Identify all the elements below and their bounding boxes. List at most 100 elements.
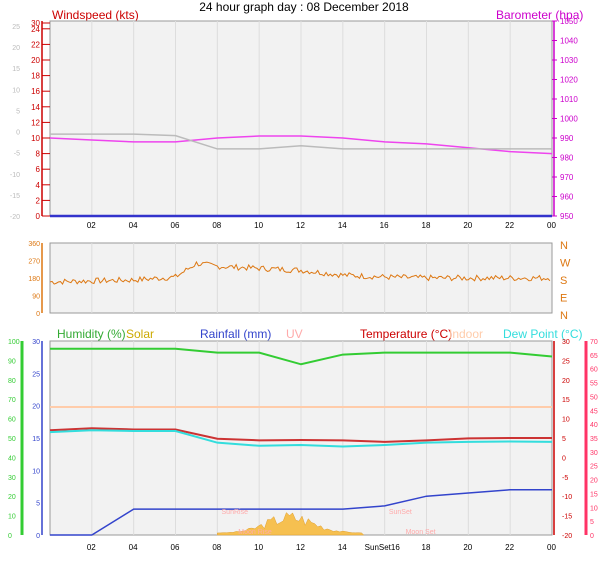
x-tick-label-bottom: 18 bbox=[422, 543, 431, 552]
right-tick-compass: N bbox=[560, 310, 568, 322]
series-dewpoint-line bbox=[49, 429, 553, 448]
x-tick-label-top: 04 bbox=[129, 221, 138, 230]
right-tick-uv: 35 bbox=[590, 436, 598, 443]
left-tick-faint: 25 bbox=[12, 24, 20, 31]
right-tick-compass: W bbox=[560, 258, 571, 270]
x-tick-label-bottom: 20 bbox=[463, 543, 472, 552]
x-tick-label-bottom: 00 bbox=[547, 543, 556, 552]
right-tick-barometer: 980 bbox=[560, 154, 574, 163]
x-tick-label-top: 22 bbox=[505, 221, 514, 230]
left-tick-faint: 5 bbox=[16, 108, 20, 115]
right-tick-barometer: 960 bbox=[560, 193, 574, 202]
right-tick-uv: 65 bbox=[590, 353, 598, 360]
x-tick-label-bottom: 12 bbox=[296, 543, 305, 552]
left-tick-humidity: 10 bbox=[8, 514, 16, 521]
x-tick-label-bottom: 06 bbox=[171, 543, 180, 552]
right-tick-uv: 5 bbox=[590, 519, 594, 526]
right-tick-uv: 30 bbox=[590, 450, 598, 457]
right-tick-uv: 15 bbox=[590, 491, 598, 498]
left-tick-humidity: 90 bbox=[8, 358, 16, 365]
right-tick-barometer: 1030 bbox=[560, 56, 578, 65]
legend-humidity: Humidity (%) bbox=[57, 327, 126, 341]
left-tick-windspeed: 12 bbox=[31, 118, 40, 127]
x-tick-label-bottom: 08 bbox=[212, 543, 221, 552]
left-tick-faint: -10 bbox=[10, 172, 20, 179]
left-tick-direction: 270 bbox=[28, 259, 40, 266]
x-tick-label-top: 06 bbox=[171, 221, 180, 230]
left-tick-rain: 10 bbox=[32, 468, 40, 475]
left-tick-windspeed: 4 bbox=[36, 181, 41, 190]
left-tick-humidity: 60 bbox=[8, 417, 16, 424]
left-tick-humidity: 100 bbox=[8, 339, 20, 346]
x-tick-label-top: 18 bbox=[422, 221, 431, 230]
right-tick-uv: 0 bbox=[590, 533, 594, 540]
right-tick-temperature: 15 bbox=[562, 397, 570, 404]
left-tick-windspeed: 6 bbox=[36, 165, 41, 174]
legend-uv: UV bbox=[286, 327, 303, 341]
right-tick-barometer: 1040 bbox=[560, 37, 578, 46]
series-rain-line bbox=[50, 488, 552, 536]
left-tick-faint: -5 bbox=[14, 151, 20, 158]
left-tick-humidity: 50 bbox=[8, 436, 16, 443]
x-tick-label-top: 00 bbox=[547, 221, 556, 230]
x-tick-label-bottom: SunSet16 bbox=[365, 543, 401, 552]
series-gust-line bbox=[50, 133, 552, 150]
annotation-sunset: SunSet bbox=[389, 509, 412, 516]
left-tick-windspeed: 18 bbox=[31, 72, 40, 81]
right-tick-barometer: 1050 bbox=[560, 17, 578, 26]
annotation-moonrise: Moon Rise bbox=[238, 529, 272, 536]
right-tick-temperature: -5 bbox=[562, 475, 568, 482]
right-tick-uv: 40 bbox=[590, 422, 598, 429]
left-tick-rain: 0 bbox=[36, 533, 40, 540]
x-tick-label-top: 14 bbox=[338, 221, 347, 230]
left-tick-windspeed: 2 bbox=[36, 196, 41, 205]
left-tick-direction: 360 bbox=[28, 241, 40, 248]
right-tick-compass: N bbox=[560, 240, 568, 252]
left-tick-windspeed: 20 bbox=[31, 56, 40, 65]
left-tick-windspeed: 14 bbox=[31, 103, 40, 112]
right-tick-temperature: 20 bbox=[562, 378, 570, 385]
left-tick-windspeed: 16 bbox=[31, 87, 40, 96]
legend-temperature: Temperature (°C) bbox=[360, 327, 453, 341]
right-tick-uv: 70 bbox=[590, 339, 598, 346]
right-tick-compass: E bbox=[560, 293, 567, 305]
left-tick-humidity: 30 bbox=[8, 475, 16, 482]
legend-dewpoint: Dew Point (°C) bbox=[503, 327, 583, 341]
left-tick-windspeed: 10 bbox=[31, 134, 40, 143]
right-tick-temperature: -15 bbox=[562, 514, 572, 521]
x-tick-label-top: 08 bbox=[212, 221, 221, 230]
right-tick-temperature: 10 bbox=[562, 417, 570, 424]
right-tick-barometer: 1010 bbox=[560, 95, 578, 104]
annotation-sunrise: SunRise bbox=[222, 509, 249, 516]
series-humidity-line bbox=[50, 347, 553, 366]
x-tick-label-bottom: 10 bbox=[254, 543, 263, 552]
right-tick-uv: 60 bbox=[590, 367, 598, 374]
windspeed-label: Windspeed (kts) bbox=[52, 8, 139, 22]
left-tick-humidity: 20 bbox=[8, 494, 16, 501]
left-tick-faint: -20 bbox=[10, 214, 20, 221]
right-tick-uv: 25 bbox=[590, 464, 598, 471]
left-tick-faint: 0 bbox=[16, 130, 20, 137]
left-tick-humidity: 0 bbox=[8, 533, 12, 540]
series-direction-line bbox=[49, 260, 551, 285]
x-tick-label-top: 20 bbox=[463, 221, 472, 230]
x-tick-label-top: 16 bbox=[380, 221, 389, 230]
barometer-label: Barometer (hpa) bbox=[496, 8, 584, 22]
right-tick-compass: S bbox=[560, 275, 567, 287]
left-tick-faint: 10 bbox=[12, 87, 20, 94]
right-tick-barometer: 990 bbox=[560, 134, 574, 143]
left-tick-windspeed: 30 bbox=[31, 19, 40, 28]
left-tick-direction: 180 bbox=[28, 276, 40, 283]
left-tick-windspeed: 22 bbox=[31, 40, 40, 49]
left-tick-humidity: 40 bbox=[8, 455, 16, 462]
right-tick-uv: 50 bbox=[590, 394, 598, 401]
x-tick-label-bottom: 22 bbox=[505, 543, 514, 552]
right-tick-temperature: -10 bbox=[562, 494, 572, 501]
annotation-moonset: Moon Set bbox=[406, 529, 436, 536]
left-tick-direction: 0 bbox=[36, 311, 40, 318]
right-tick-temperature: 0 bbox=[562, 455, 566, 462]
chart-title: 24 hour graph day : 08 December 2018 bbox=[199, 0, 409, 14]
left-tick-faint: 20 bbox=[12, 45, 20, 52]
right-tick-uv: 45 bbox=[590, 408, 598, 415]
